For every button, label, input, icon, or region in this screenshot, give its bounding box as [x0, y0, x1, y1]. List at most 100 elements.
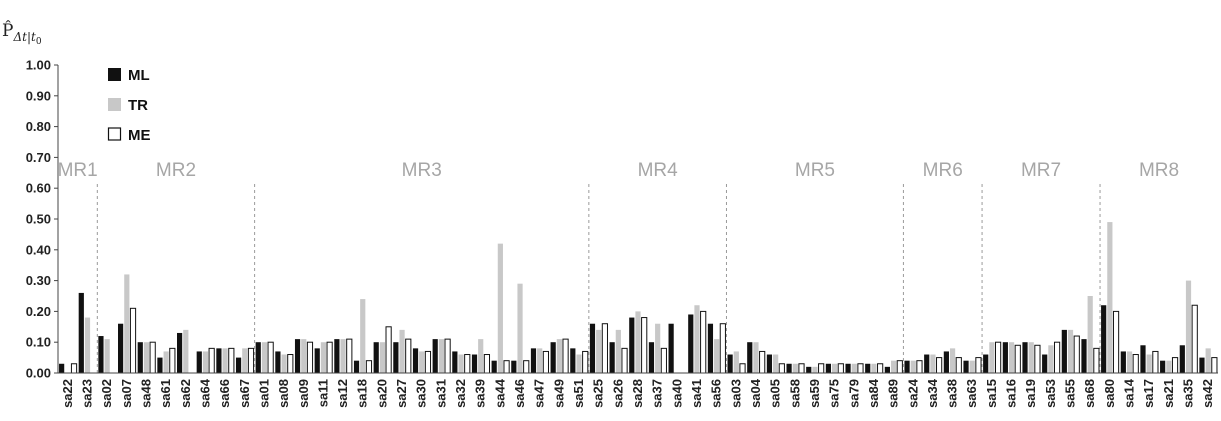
- bar-tr-sa56: [714, 339, 720, 373]
- bar-ml-sa22: [59, 363, 65, 373]
- bar-tr-sa27: [399, 329, 405, 373]
- bar-ml-sa24: [904, 360, 910, 373]
- bar-tr-sa11: [320, 342, 327, 373]
- bar-tr-sa02: [104, 339, 110, 373]
- bar-tr-sa18: [360, 299, 366, 373]
- region-label: MR3: [402, 160, 442, 181]
- bar-me-sa31: [444, 338, 451, 374]
- y-tick-label: 0.70: [26, 150, 51, 165]
- x-tick-label: sa64: [197, 378, 212, 408]
- x-tick-label: sa18: [355, 379, 370, 408]
- x-tick-label: sa21: [1161, 379, 1176, 408]
- bar-ml-sa55: [1061, 329, 1067, 373]
- bar-me-sa56: [719, 323, 726, 374]
- x-tick-label: sa22: [60, 379, 75, 408]
- x-tick-label: sa32: [453, 379, 468, 408]
- bar-tr-sa79: [851, 363, 857, 373]
- bar-me-sa26: [621, 347, 628, 374]
- bar-me-sa27: [405, 338, 412, 374]
- x-tick-label: sa26: [610, 379, 625, 408]
- bar-ml-sa59: [806, 366, 812, 373]
- bar-me-sa41: [700, 310, 707, 374]
- region-label: MR6: [923, 160, 963, 181]
- bar-ml-sa62: [177, 332, 183, 373]
- bar-me-sa53: [1053, 341, 1061, 374]
- bar-tr-sa08: [281, 354, 287, 373]
- legend-label-me: ME: [128, 127, 151, 144]
- x-tick-label: sa47: [532, 379, 547, 408]
- bar-ml-sa03: [727, 354, 733, 373]
- bar-me-sa67: [247, 347, 255, 374]
- bar-ml-sa44: [491, 360, 497, 373]
- bar-tr-sa63: [969, 360, 975, 373]
- x-tick-label: sa80: [1102, 379, 1117, 408]
- bar-me-sa58: [798, 363, 805, 374]
- bar-ml-sa64: [196, 351, 202, 373]
- bar-tr-sa16: [1008, 342, 1015, 373]
- bar-tr-sa49: [556, 339, 562, 373]
- bar-tr-sa32: [458, 354, 464, 373]
- y-tick-label: 0.40: [26, 242, 51, 257]
- bar-ml-sa16: [1002, 342, 1008, 373]
- bar-ml-sa46: [511, 360, 517, 373]
- bar-me-sa51: [582, 350, 589, 374]
- bar-tr-sa26: [615, 329, 621, 373]
- svg-text:P̂Δt|t0: P̂Δt|t0: [2, 21, 42, 47]
- y-tick-label: 0.30: [26, 273, 51, 288]
- bar-ml-sa30: [412, 348, 419, 373]
- x-tick-label: sa40: [669, 379, 684, 408]
- bar-me-sa48: [149, 341, 156, 374]
- bar-me-sa25: [601, 323, 608, 374]
- bar-me-sa59: [818, 363, 825, 374]
- x-tick-label: sa55: [1063, 379, 1078, 408]
- bar-me-sa14: [1132, 354, 1139, 374]
- bar-ml-sa07: [118, 323, 124, 373]
- x-tick-label: sa67: [237, 379, 252, 408]
- bar-ml-sa28: [629, 317, 635, 373]
- x-axis: sa22 sa23 sa02 sa07 sa48 sa61 sa62 sa64 sa66 sa67…: [58, 372, 1218, 408]
- bar-tr-sa44: [497, 243, 503, 373]
- bar-tr-sa64: [202, 351, 209, 373]
- bar-tr-sa21: [1166, 360, 1172, 373]
- bar-me-sa37: [660, 347, 667, 374]
- bar-me-sa75: [837, 363, 844, 374]
- region-dividers: [96, 184, 1101, 373]
- bar-me-sa16: [1014, 344, 1021, 374]
- x-tick-label: sa12: [335, 379, 350, 408]
- x-tick-label: sa20: [374, 379, 389, 408]
- bar-ml-sa26: [609, 342, 615, 373]
- y-tick-label: 0.90: [26, 88, 51, 103]
- legend-swatch-tr: [108, 98, 121, 111]
- bar-me-sa03: [739, 363, 746, 374]
- x-tick-label: sa35: [1181, 379, 1196, 408]
- x-tick-label: sa17: [1141, 379, 1156, 408]
- y-axis-title-main: P̂: [2, 21, 13, 41]
- bar-me-sa09: [306, 341, 314, 374]
- bar-tr-sa53: [1048, 345, 1054, 373]
- bar-tr-sa41: [694, 305, 700, 373]
- x-tick-label: sa37: [650, 379, 665, 408]
- bar-ml-sa63: [963, 360, 969, 373]
- bar-me-sa47: [542, 350, 549, 374]
- bar-tr-sa28: [635, 311, 641, 373]
- y-tick-label: 0.20: [26, 304, 51, 319]
- bar-me-sa42: [1211, 357, 1218, 374]
- x-tick-label: sa84: [866, 378, 881, 408]
- bar-ml-sa67: [235, 357, 242, 373]
- x-tick-label: sa02: [99, 379, 114, 408]
- bar-me-sa63: [975, 357, 982, 374]
- bar-ml-sa01: [255, 342, 261, 373]
- bar-ml-sa04: [747, 342, 753, 373]
- bar-tr-sa31: [438, 339, 444, 373]
- x-tick-label: sa46: [512, 379, 527, 408]
- bar-ml-sa47: [530, 348, 537, 373]
- bar-ml-sa80: [1101, 305, 1107, 373]
- bar-tr-sa03: [733, 351, 739, 373]
- bar-ml-sa53: [1042, 354, 1048, 373]
- bar-me-sa07: [129, 307, 137, 374]
- region-label: MR5: [795, 160, 835, 181]
- bar-ml-sa08: [275, 351, 281, 373]
- y-axis-title: P̂Δt|t0: [2, 21, 42, 47]
- bar-me-sa35: [1191, 304, 1198, 374]
